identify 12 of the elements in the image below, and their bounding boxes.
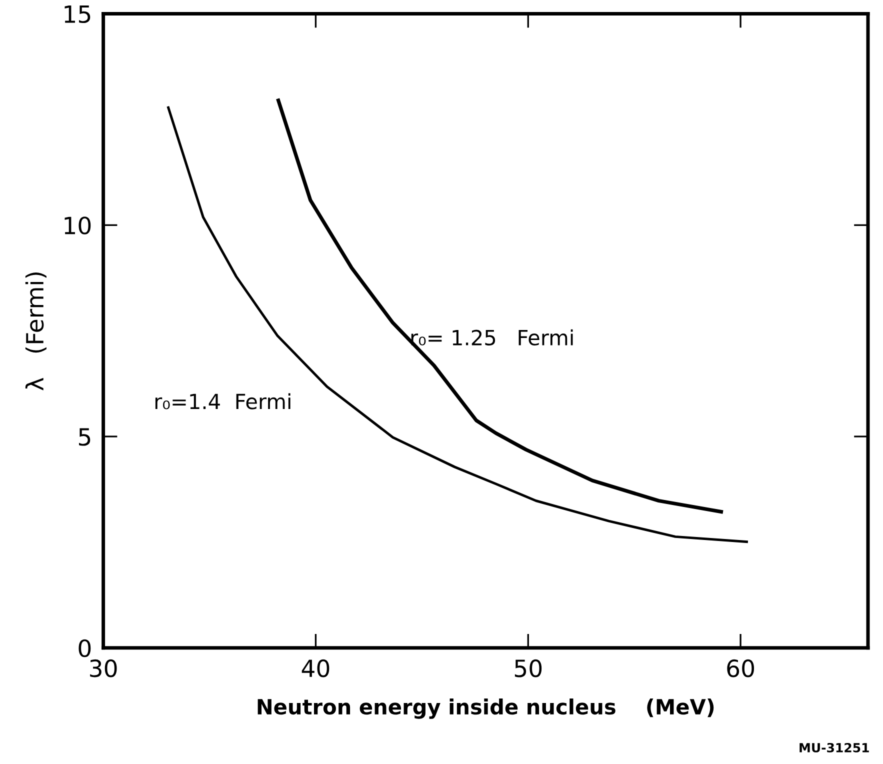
y-tick-label: 10 <box>64 216 91 234</box>
x-tick-label: 60 <box>727 659 754 678</box>
text: MU-31251 <box>800 742 869 752</box>
y-tick-label: 15 <box>64 6 90 24</box>
x-tick-label: 50 <box>514 659 542 678</box>
y-tick-label: 0 <box>78 639 91 658</box>
x-axis-title: Neutron energy inside nucleus (MeV) <box>258 698 714 719</box>
y-axis-title: λ (Fermi) <box>25 272 46 390</box>
x-tick-label: 30 <box>90 659 117 678</box>
series-label: r₀=1.4 Fermi <box>155 393 290 410</box>
x-tick-label: 40 <box>302 659 330 678</box>
y-tick-label: 5 <box>79 428 90 446</box>
